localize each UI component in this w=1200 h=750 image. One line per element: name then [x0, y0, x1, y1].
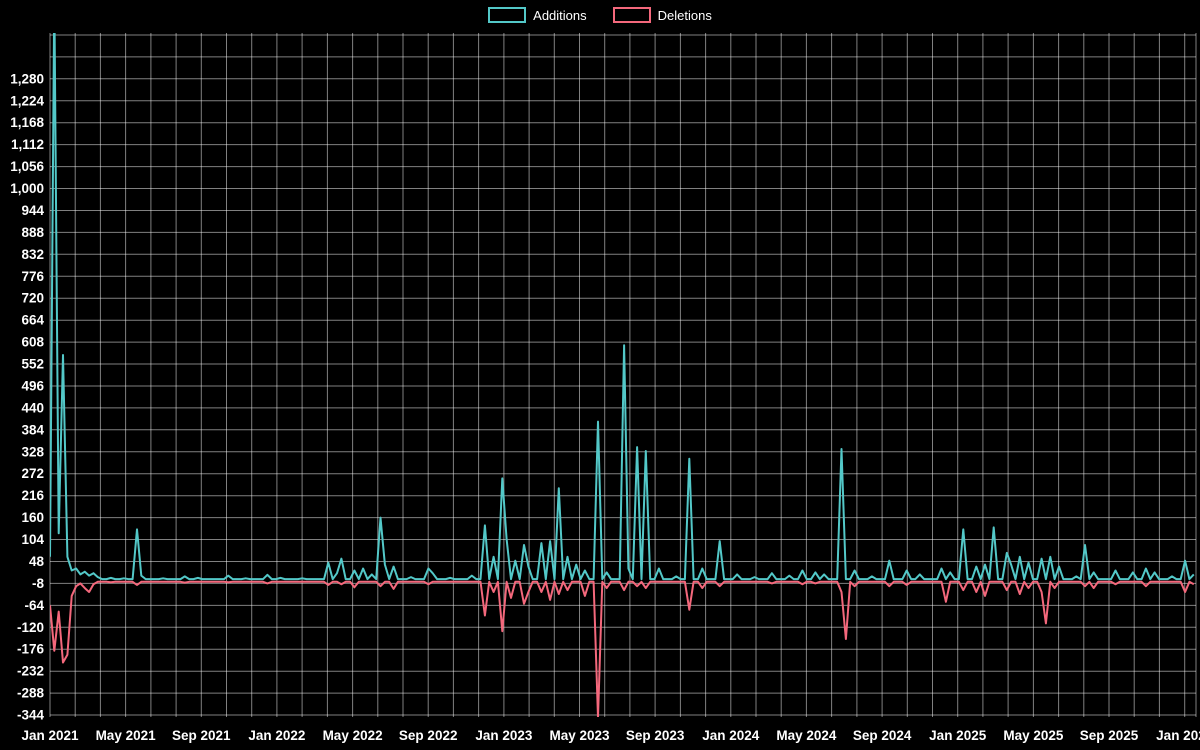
y-tick-label: -120 [17, 620, 44, 635]
x-tick-label: Sep 2024 [853, 728, 912, 743]
y-tick-label: -344 [17, 708, 45, 723]
y-tick-label: 1,056 [10, 159, 44, 174]
y-tick-label: 1,168 [10, 115, 44, 130]
y-tick-label: 1,000 [10, 181, 44, 196]
legend-label-additions: Additions [533, 7, 587, 23]
y-tick-label: 104 [21, 532, 44, 547]
y-tick-label: 944 [21, 203, 44, 218]
y-tick-label: 1,112 [11, 137, 44, 152]
x-tick-label: Jan 2022 [248, 728, 305, 743]
y-tick-label: 552 [21, 357, 44, 372]
y-tick-label: 832 [21, 247, 44, 262]
additions-line [50, 33, 1195, 581]
x-tick-label: Sep 2025 [1080, 728, 1139, 743]
chart-legend: Additions Deletions [0, 7, 1200, 23]
y-tick-label: 664 [21, 313, 44, 328]
x-tick-label: May 2025 [1003, 728, 1064, 743]
x-tick-label: May 2024 [776, 728, 837, 743]
x-tick-label: Sep 2023 [626, 728, 685, 743]
x-tick-label: May 2023 [549, 728, 610, 743]
y-tick-label: 48 [29, 554, 45, 569]
additions-swatch-icon [488, 7, 527, 23]
x-tick-label: May 2022 [323, 728, 383, 743]
y-tick-label: 160 [21, 510, 44, 525]
x-tick-label: Sep 2021 [172, 728, 231, 743]
y-tick-label: 888 [21, 225, 44, 240]
y-tick-label: -176 [17, 642, 45, 657]
deletions-swatch-icon [612, 7, 651, 23]
x-tick-label: Jan 2023 [475, 728, 533, 743]
x-tick-label: Jan 2024 [702, 728, 760, 743]
y-tick-label: 1,280 [10, 71, 44, 86]
y-tick-label: 776 [21, 269, 44, 284]
y-tick-label: 608 [21, 335, 44, 350]
y-tick-label: -232 [17, 664, 44, 679]
y-tick-label: 272 [21, 466, 44, 481]
y-tick-label: -288 [17, 686, 45, 701]
deletions-line [50, 580, 1195, 717]
x-tick-label: Jan 2026 [1156, 728, 1200, 743]
legend-label-deletions: Deletions [657, 7, 712, 23]
y-tick-label: 440 [21, 400, 44, 415]
x-tick-label: Sep 2022 [399, 728, 458, 743]
y-tick-label: 1,224 [10, 93, 44, 108]
y-tick-label: 496 [21, 379, 44, 394]
x-tick-label: Jan 2021 [21, 728, 79, 743]
x-tick-label: May 2021 [96, 728, 157, 743]
y-tick-label: -64 [24, 598, 44, 613]
x-tick-label: Jan 2025 [929, 728, 987, 743]
y-tick-label: 384 [21, 422, 44, 437]
legend-item-deletions[interactable]: Deletions [612, 7, 712, 23]
y-tick-label: -8 [32, 576, 44, 591]
y-tick-label: 720 [21, 291, 44, 306]
legend-item-additions[interactable]: Additions [488, 7, 587, 23]
y-tick-label: 328 [21, 444, 44, 459]
y-tick-label: 216 [21, 488, 44, 503]
